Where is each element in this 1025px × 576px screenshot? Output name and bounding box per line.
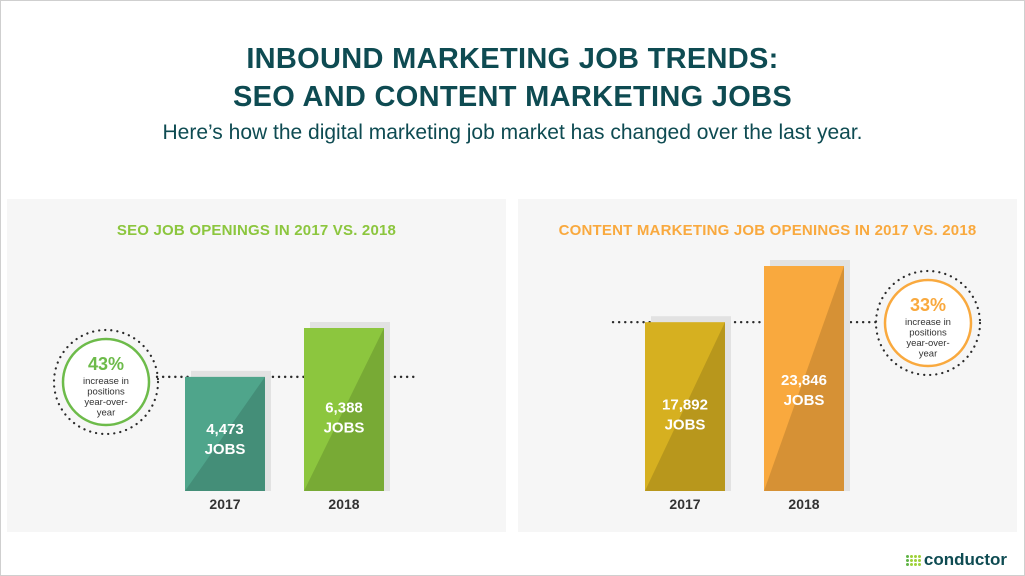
bar-2018-diagonal-shade	[304, 328, 384, 491]
unit-label-2018: JOBS	[784, 392, 825, 409]
bar-2018-diagonal-shade	[764, 266, 844, 491]
data-label-2017: 17,892	[662, 397, 708, 414]
category-label-2018: 2018	[328, 496, 359, 512]
content-chart-panel: CONTENT MARKETING JOB OPENINGS IN 2017 V…	[518, 199, 1017, 532]
content-bar-chart: 17,892 JOBS 2017 23,846 JOBS 2018 33% increase …	[611, 260, 982, 512]
unit-label-2017: JOBS	[665, 417, 706, 434]
brand-logo: conductor	[905, 550, 1007, 570]
callout-text-line: positions	[87, 387, 125, 398]
callout-dotted-ring	[874, 269, 982, 377]
callout-circle	[61, 337, 151, 427]
callout-percent: 33%	[910, 295, 946, 315]
page-title: INBOUND MARKETING JOB TRENDS: SEO AND CO…	[0, 40, 1025, 116]
seo-chart-panel: SEO JOB OPENINGS IN 2017 VS. 2018 4,473 J…	[7, 199, 506, 532]
data-label-2018: 23,846	[781, 372, 827, 389]
callout-text-line: year-over-	[906, 338, 949, 349]
page-subtitle: Here’s how the digital marketing job mar…	[162, 121, 863, 144]
callout-text-line: positions	[909, 328, 947, 339]
seo-bar-chart: 4,473 JOBS 2017 6,388 JOBS 2018 43% increase in…	[52, 322, 419, 512]
seo-chart-title: SEO JOB OPENINGS IN 2017 VS. 2018	[116, 222, 397, 239]
callout-text-line: increase in	[905, 317, 951, 328]
callout-text-line: year	[97, 408, 115, 419]
category-label-2017: 2017	[209, 496, 240, 512]
brand-mark-icon	[905, 554, 921, 566]
callout-text-line: increase in	[83, 376, 129, 387]
brand-name: conductor	[923, 550, 1007, 569]
data-label-2018: 6,388	[325, 399, 363, 416]
title-line-1: INBOUND MARKETING JOB TRENDS:	[246, 43, 779, 75]
bar-2017-diagonal-shade	[185, 376, 265, 491]
callout-percent: 43%	[88, 354, 124, 374]
callout-text-line: year	[919, 349, 937, 360]
callout-dotted-ring	[52, 328, 160, 436]
data-label-2017: 4,473	[206, 421, 244, 438]
callout-circle	[883, 278, 973, 368]
unit-label-2017: JOBS	[205, 441, 246, 458]
title-line-2: SEO AND CONTENT MARKETING JOBS	[233, 81, 792, 113]
content-chart-title: CONTENT MARKETING JOB OPENINGS IN 2017 V…	[558, 222, 977, 239]
unit-label-2018: JOBS	[324, 419, 365, 436]
category-label-2018: 2018	[788, 496, 819, 512]
category-label-2017: 2017	[669, 496, 700, 512]
callout-text-line: year-over-	[84, 397, 127, 408]
